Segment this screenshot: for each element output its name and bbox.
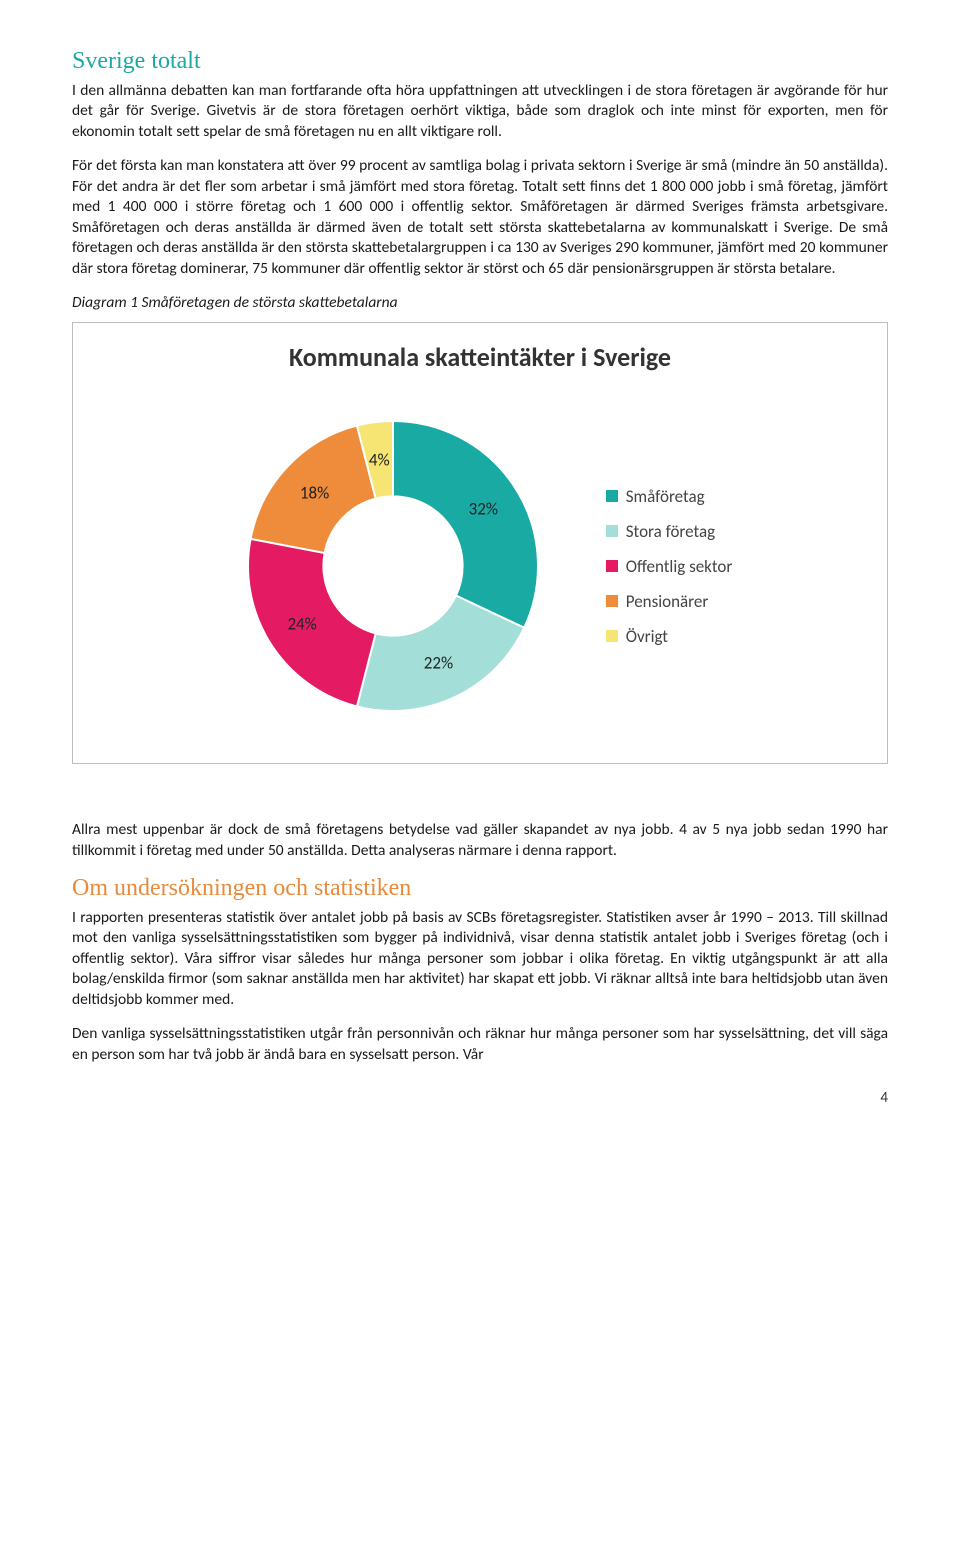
legend-item: Småföretag [606,486,733,507]
legend-swatch [606,525,618,537]
body-paragraph: För det första kan man konstatera att öv… [72,156,888,279]
page-number: 4 [72,1089,888,1107]
donut-slice-label: 32% [469,498,498,519]
donut-slice-label: 24% [287,613,316,634]
legend-label: Övrigt [626,626,668,647]
chart-title: Kommunala skatteintäkter i Sverige [97,341,863,373]
legend-item: Övrigt [606,626,733,647]
legend-swatch [606,630,618,642]
body-paragraph: I rapporten presenteras statistik över a… [72,908,888,1010]
donut-slice-label: 4% [369,449,390,470]
donut-slice-label: 18% [300,482,329,503]
section-heading-sverige: Sverige totalt [72,48,888,75]
donut-chart: 32% 22% 24% 18% 4% [228,401,558,731]
legend-label: Stora företag [626,521,715,542]
donut-slice [393,421,538,628]
body-paragraph: Den vanliga sysselsättningsstatistiken u… [72,1024,888,1065]
chart-legend: Småföretag Stora företag Offentlig sektor P… [606,486,733,647]
legend-swatch [606,490,618,502]
legend-label: Småföretag [626,486,705,507]
section-heading-om: Om undersökningen och statistiken [72,875,888,902]
legend-label: Offentlig sektor [626,556,733,577]
legend-label: Pensionärer [626,591,709,612]
diagram-caption: Diagram 1 Småföretagen de största skatte… [72,293,888,312]
body-paragraph: Allra mest uppenbar är dock de små föret… [72,820,888,861]
donut-slice-label: 22% [424,653,453,674]
chart-row: 32% 22% 24% 18% 4% Småföretag Stora företag Of… [97,401,863,731]
chart-container: Kommunala skatteintäkter i Sverige 32% 22… [72,322,888,764]
legend-item: Pensionärer [606,591,733,612]
legend-swatch [606,595,618,607]
body-paragraph: I den allmänna debatten kan man fortfara… [72,81,888,142]
legend-item: Stora företag [606,521,733,542]
legend-swatch [606,560,618,572]
legend-item: Offentlig sektor [606,556,733,577]
